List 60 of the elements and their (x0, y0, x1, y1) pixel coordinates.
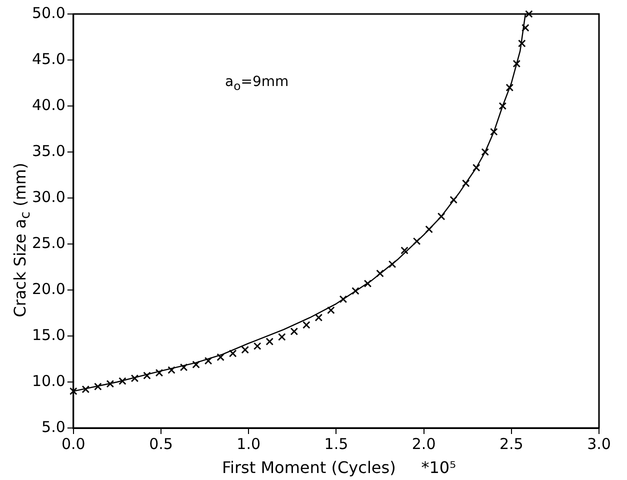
x-tick-label: 1.0 (236, 434, 261, 453)
x-tick-label: 1.5 (324, 434, 348, 453)
point (228, 350, 237, 358)
point (168, 366, 176, 374)
y-tick-label: 30.0 (32, 188, 66, 206)
point (400, 246, 408, 254)
point (364, 280, 372, 288)
point (522, 24, 530, 32)
point (278, 333, 286, 341)
point (512, 60, 521, 68)
y-tick-label: 50.0 (32, 4, 66, 22)
point (339, 295, 348, 304)
x-tick-label: 2.0 (412, 434, 436, 453)
point (472, 164, 480, 172)
annotation: a$_{o}$=9mm (225, 74, 289, 93)
point (481, 148, 489, 156)
point (82, 385, 90, 394)
point (490, 128, 498, 136)
point (253, 342, 262, 350)
y-tick-label: 5.0 (42, 418, 66, 436)
point (498, 102, 507, 110)
x-tick-label: 0.5 (149, 434, 173, 453)
x-tick-label: 0.0 (61, 434, 86, 453)
point (94, 382, 102, 390)
point (241, 346, 249, 354)
point (462, 179, 470, 188)
point (437, 212, 446, 220)
point (352, 287, 360, 295)
point (302, 321, 310, 329)
point (450, 196, 458, 204)
point (192, 360, 200, 368)
point (290, 328, 298, 336)
point (130, 374, 139, 382)
point (216, 353, 224, 362)
point (180, 363, 188, 372)
x-axis-title: First Moment (Cycles) *10⁵ (222, 458, 456, 477)
point (118, 377, 126, 385)
y-tick-label: 15.0 (32, 326, 66, 344)
y-tick-label: 45.0 (32, 50, 66, 68)
y-tick-label: 25.0 (32, 234, 66, 252)
point (266, 338, 274, 346)
point (425, 225, 433, 234)
y-tick-label: 35.0 (32, 142, 66, 160)
point (204, 356, 212, 365)
point (327, 306, 335, 314)
point (388, 260, 396, 268)
point (143, 372, 151, 380)
y-tick-label: 20.0 (32, 280, 66, 298)
point (376, 270, 384, 278)
point (70, 387, 78, 396)
x-tick-label: 2.5 (499, 434, 524, 453)
point (314, 314, 323, 322)
point (106, 380, 114, 388)
point (412, 237, 421, 246)
point (155, 368, 164, 377)
y-tick-label: 10.0 (32, 372, 66, 390)
y-tick-label: 40.0 (32, 96, 66, 114)
point (506, 84, 514, 92)
x-tick-label: 3.0 (587, 434, 611, 453)
point (518, 40, 526, 48)
